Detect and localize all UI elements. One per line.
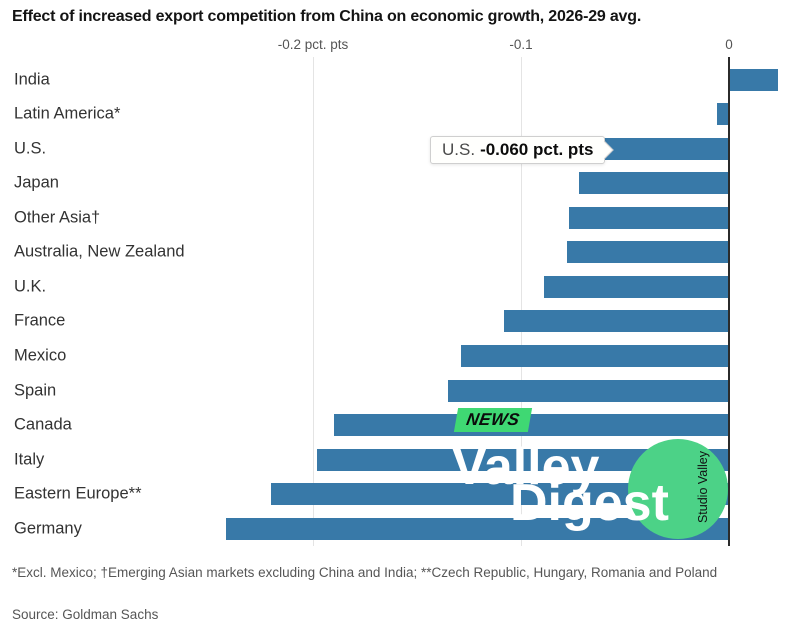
category-label-italy: Italy bbox=[14, 450, 45, 469]
category-label-germany: Germany bbox=[14, 519, 82, 538]
bar-other-asia[interactable] bbox=[568, 206, 729, 229]
zero-axis-line bbox=[728, 57, 730, 546]
watermark-circle bbox=[628, 439, 728, 539]
tick-label-0: 0 bbox=[725, 37, 733, 52]
tooltip-series-label: U.S. bbox=[442, 140, 476, 159]
watermark-digest: Digest bbox=[510, 474, 669, 532]
gridline-0-1 bbox=[521, 57, 522, 546]
category-label-other-asia: Other Asia† bbox=[14, 208, 101, 227]
bar-australia-new-zealand[interactable] bbox=[566, 241, 729, 264]
watermark-news-label: NEWS bbox=[464, 410, 522, 429]
category-label-latin-america: Latin America* bbox=[14, 104, 121, 123]
category-label-india: India bbox=[14, 70, 50, 88]
bar-eastern-europe[interactable] bbox=[271, 483, 729, 506]
category-label-france: France bbox=[14, 311, 66, 330]
bar-latin-america[interactable] bbox=[716, 103, 729, 126]
tooltip-value: -0.060 pct. pts bbox=[480, 140, 594, 159]
category-label-spain: Spain bbox=[14, 381, 57, 400]
gridline-0-2-pct-pts bbox=[313, 57, 314, 546]
bar-u-s[interactable] bbox=[604, 137, 729, 160]
bar-italy[interactable] bbox=[317, 448, 729, 471]
footnote: *Excl. Mexico; †Emerging Asian markets e… bbox=[12, 565, 718, 580]
bar-france[interactable] bbox=[504, 310, 729, 333]
bar-india[interactable] bbox=[730, 68, 778, 91]
source-line: Source: Goldman Sachs bbox=[12, 607, 159, 622]
watermark-valley: Valley bbox=[452, 438, 600, 496]
category-label-u-k: U.K. bbox=[14, 277, 47, 296]
category-label-eastern-europe: Eastern Europe** bbox=[14, 484, 142, 503]
bar-spain[interactable] bbox=[448, 379, 729, 402]
bar-mexico[interactable] bbox=[460, 345, 729, 368]
category-label-japan: Japan bbox=[14, 173, 59, 192]
tick-label-0-2-pct-pts: -0.2 pct. pts bbox=[277, 37, 349, 52]
category-label-australia-new-zealand: Australia, New Zealand bbox=[14, 242, 185, 261]
bar-canada[interactable] bbox=[333, 414, 729, 437]
chart-title: Effect of increased export competition f… bbox=[12, 8, 642, 25]
category-label-u-s: U.S. bbox=[14, 139, 47, 158]
watermark-studio-valley: Studio Valley bbox=[696, 450, 710, 524]
bar-germany[interactable] bbox=[225, 517, 729, 540]
watermark-news-badge: NEWS bbox=[453, 408, 533, 432]
tooltip: U.S. -0.060 pct. pts bbox=[430, 136, 615, 164]
bar-u-k[interactable] bbox=[543, 275, 729, 298]
category-label-canada: Canada bbox=[14, 415, 72, 434]
bar-japan[interactable] bbox=[579, 172, 729, 195]
tick-label-0-1: -0.1 bbox=[509, 37, 533, 52]
category-label-mexico: Mexico bbox=[14, 346, 67, 365]
